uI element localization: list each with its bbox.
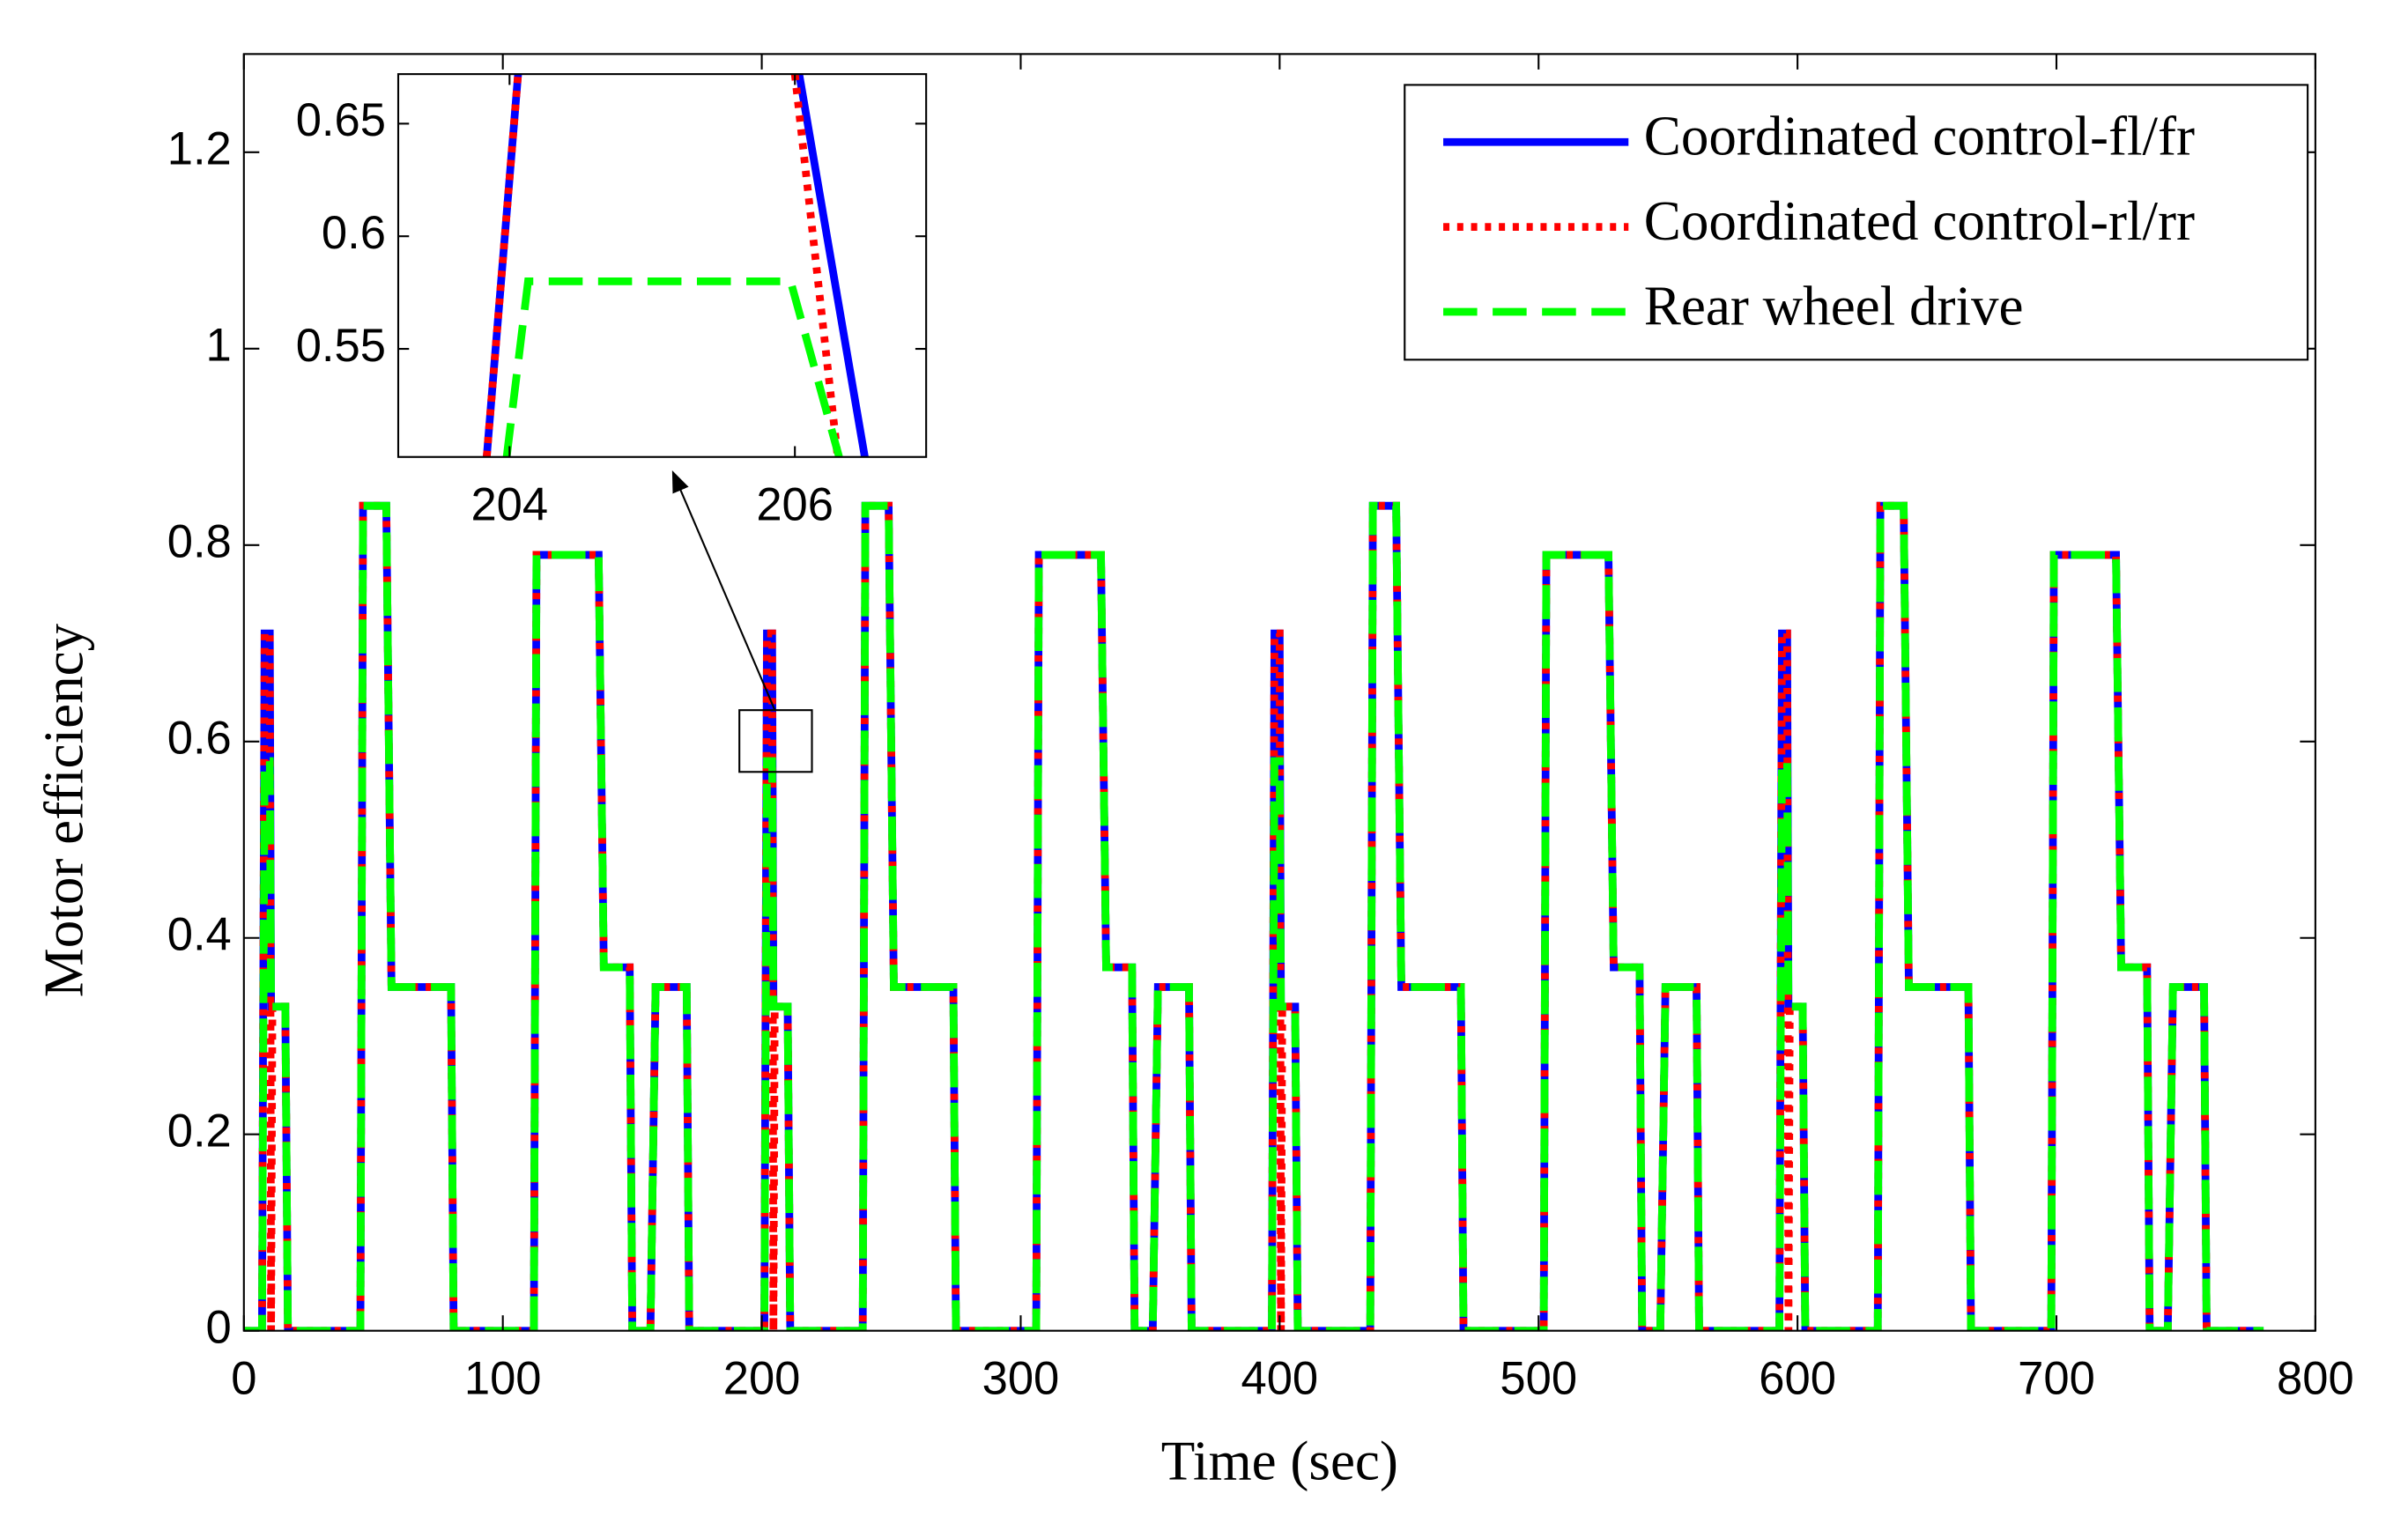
zoom-box: [738, 709, 813, 773]
y-tick-label: 1: [206, 320, 232, 372]
x-tick-label: 206: [756, 478, 834, 530]
y-axis-label: Motor efficiency: [33, 623, 94, 997]
axes-frame: [396, 73, 928, 458]
x-tick-label: 100: [464, 1352, 542, 1404]
plot-area: [397, 74, 927, 457]
x-tick-label: 700: [2018, 1352, 2095, 1404]
y-tick-label: 0.65: [296, 94, 386, 146]
y-tick-label: 0.8: [167, 516, 232, 568]
legend-label: Coordinated control-fl/fr: [1644, 106, 2195, 167]
x-tick-label: 0: [231, 1352, 256, 1404]
y-tick-label: 0: [206, 1302, 232, 1354]
line-series: [243, 501, 2264, 1331]
x-tick-label: 600: [1759, 1352, 1836, 1404]
x-tick-label: 300: [982, 1352, 1060, 1404]
series-group: [243, 501, 2264, 1331]
y-tick-label: 0.55: [296, 320, 386, 372]
line-series: [502, 277, 843, 457]
zoom-arrow: [671, 470, 776, 711]
y-tick-label: 0.6: [167, 713, 232, 765]
x-tick-label: 400: [1241, 1352, 1319, 1404]
x-tick-label: 204: [470, 478, 548, 530]
x-tick-label: 200: [723, 1352, 801, 1404]
y-tick-label: 0.4: [167, 909, 232, 961]
legend-label: Rear wheel drive: [1644, 275, 2024, 336]
y-tick-label: 1.2: [167, 123, 232, 175]
x-axis-label: Time (sec): [1161, 1430, 1398, 1491]
y-tick-label: 0.2: [167, 1106, 232, 1157]
x-tick-label: 800: [2277, 1352, 2354, 1404]
y-tick-label: 0.6: [322, 207, 386, 259]
series-group: [483, 74, 869, 457]
x-tick-label: 500: [1500, 1352, 1577, 1404]
line-series: [483, 74, 842, 457]
legend-label: Coordinated control-rl/rr: [1644, 190, 2195, 252]
